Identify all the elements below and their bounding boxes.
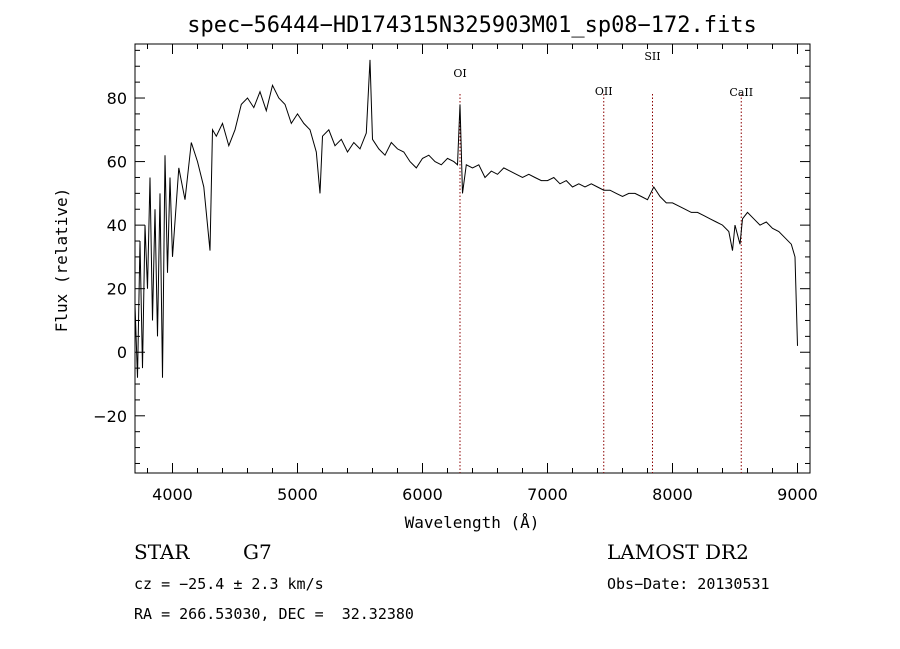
redshift-cz: cz = −25.4 ± 2.3 km/s <box>134 575 324 593</box>
object-type: STAR <box>134 540 190 564</box>
y-tick-label: 60 <box>107 153 127 172</box>
axis-ticks: 4000 5000 6000 7000 8000 9000 −20 0 20 40 60 80 <box>93 44 818 504</box>
y-tick-label: 0 <box>117 343 127 362</box>
y-axis-label: Flux (relative) <box>52 188 71 333</box>
x-tick-label: 8000 <box>652 485 693 504</box>
y-tick-label: 80 <box>107 89 127 108</box>
line-label-sii: SII <box>644 50 660 63</box>
y-tick-label: −20 <box>93 407 127 426</box>
line-label-caii: CaII <box>729 86 753 99</box>
x-tick-label: 4000 <box>152 485 193 504</box>
survey-name: LAMOST DR2 <box>607 540 749 564</box>
x-tick-label: 9000 <box>777 485 818 504</box>
x-tick-label: 5000 <box>277 485 318 504</box>
subclass: G7 <box>243 540 272 564</box>
y-tick-label: 40 <box>107 216 127 235</box>
y-tick-label: 20 <box>107 280 127 299</box>
plot-frame <box>134 43 811 474</box>
line-label-oii: OII <box>595 85 613 98</box>
obs-date: Obs−Date: 20130531 <box>607 575 770 593</box>
line-label-oi: OI <box>453 67 466 80</box>
x-tick-label: 6000 <box>402 485 443 504</box>
x-axis-label: Wavelength (Å) <box>405 513 540 532</box>
x-tick-label: 7000 <box>527 485 568 504</box>
chart-title: spec−56444−HD174315N325903M01_sp08−172.f… <box>187 13 757 38</box>
spectrum-series <box>134 59 798 378</box>
spectral-line-markers: OI OII SII CaII <box>453 50 753 473</box>
coordinates: RA = 266.53030, DEC = 32.32380 <box>134 605 414 623</box>
spectrum-line <box>134 59 798 378</box>
